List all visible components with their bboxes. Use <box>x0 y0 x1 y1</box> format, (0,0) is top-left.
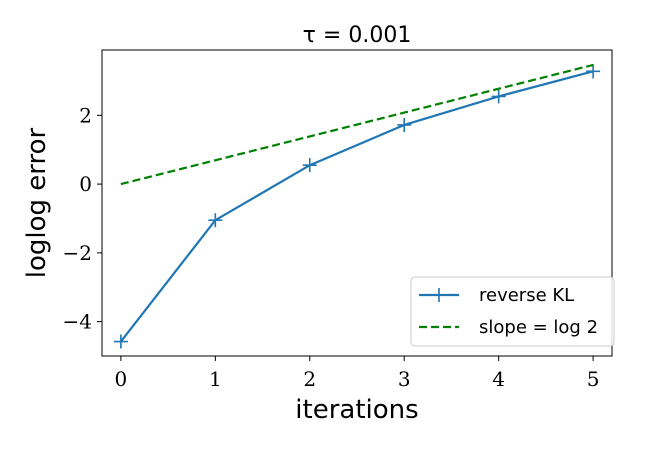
data-point-marker <box>113 334 128 349</box>
series-group <box>113 63 601 349</box>
data-point-marker <box>397 117 412 132</box>
y-tick-label: −2 <box>63 241 92 265</box>
x-tick-label: 3 <box>398 367 411 391</box>
legend-label-0: reverse KL <box>479 285 574 306</box>
y-tick-label: 2 <box>79 103 92 127</box>
y-axis-label: loglog error <box>22 127 52 278</box>
chart-title: τ = 0.001 <box>303 23 412 48</box>
legend-box <box>410 276 615 347</box>
plot-area <box>101 49 613 357</box>
legend-marker <box>432 288 446 302</box>
data-point-marker <box>208 213 223 228</box>
axis-ticks: 0 1 2 3 4 5 −4 −2 0 2 <box>63 103 600 391</box>
x-tick-label: 5 <box>587 367 600 391</box>
series-line-1 <box>120 63 594 186</box>
x-tick-label: 0 <box>115 367 128 391</box>
series-line-0 <box>120 70 594 343</box>
data-point-marker <box>302 158 317 173</box>
x-tick-label: 2 <box>303 367 316 391</box>
data-point-marker <box>491 89 506 104</box>
x-axis-label: iterations <box>295 395 418 425</box>
y-tick-label: −4 <box>63 310 92 334</box>
legend: reverse KL slope = log 2 <box>410 276 615 347</box>
x-tick-label: 4 <box>492 367 505 391</box>
y-tick-label: 0 <box>79 172 92 196</box>
x-tick-label: 1 <box>209 367 222 391</box>
data-point-marker <box>586 64 601 79</box>
legend-label-1: slope = log 2 <box>479 317 598 338</box>
